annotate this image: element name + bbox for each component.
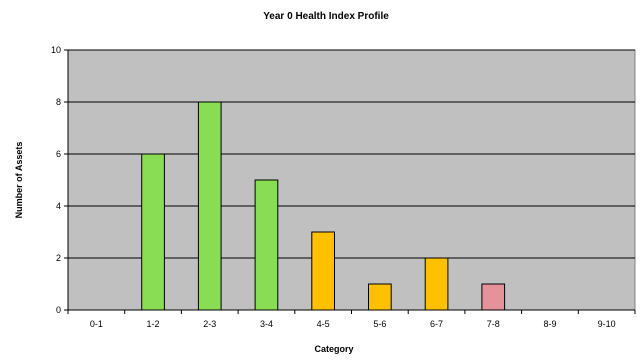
x-tick-label: 5-6 <box>373 319 386 329</box>
bar-5-6 <box>368 283 392 311</box>
bar-7-8 <box>481 283 506 311</box>
x-tick-label: 3-4 <box>260 319 273 329</box>
y-tick-label: 8 <box>56 97 61 107</box>
x-tick-label: 7-8 <box>487 319 500 329</box>
chart-title: Year 0 Health Index Profile <box>263 11 389 22</box>
y-tick-label: 6 <box>56 149 61 159</box>
bar-2-3 <box>197 101 222 311</box>
bar-1-2 <box>141 153 165 311</box>
x-axis-title: Category <box>314 344 353 354</box>
bar-4-5 <box>311 231 335 311</box>
y-tick-label: 10 <box>51 45 61 55</box>
y-tick-labels: 0 2 4 6 8 10 <box>51 45 61 315</box>
x-tick-label: 9-10 <box>598 319 616 329</box>
x-tick-label: 8-9 <box>543 319 556 329</box>
y-tick-label: 2 <box>56 253 61 263</box>
axes <box>64 49 636 314</box>
bar-6-7 <box>424 257 449 311</box>
x-tick-label: 1-2 <box>147 319 160 329</box>
x-tick-label: 6-7 <box>430 319 443 329</box>
x-tick-label: 2-3 <box>203 319 216 329</box>
y-tick-label: 0 <box>56 305 61 315</box>
bar-3-4 <box>254 179 279 311</box>
bars <box>141 101 506 311</box>
x-tick-label: 0-1 <box>90 319 103 329</box>
x-tick-labels: 0-1 1-2 2-3 3-4 4-5 5-6 6-7 7-8 8-9 9-10 <box>90 319 616 329</box>
y-tick-label: 4 <box>56 201 61 211</box>
y-axis-title: Number of Assets <box>14 142 24 219</box>
x-tick-label: 4-5 <box>317 319 330 329</box>
